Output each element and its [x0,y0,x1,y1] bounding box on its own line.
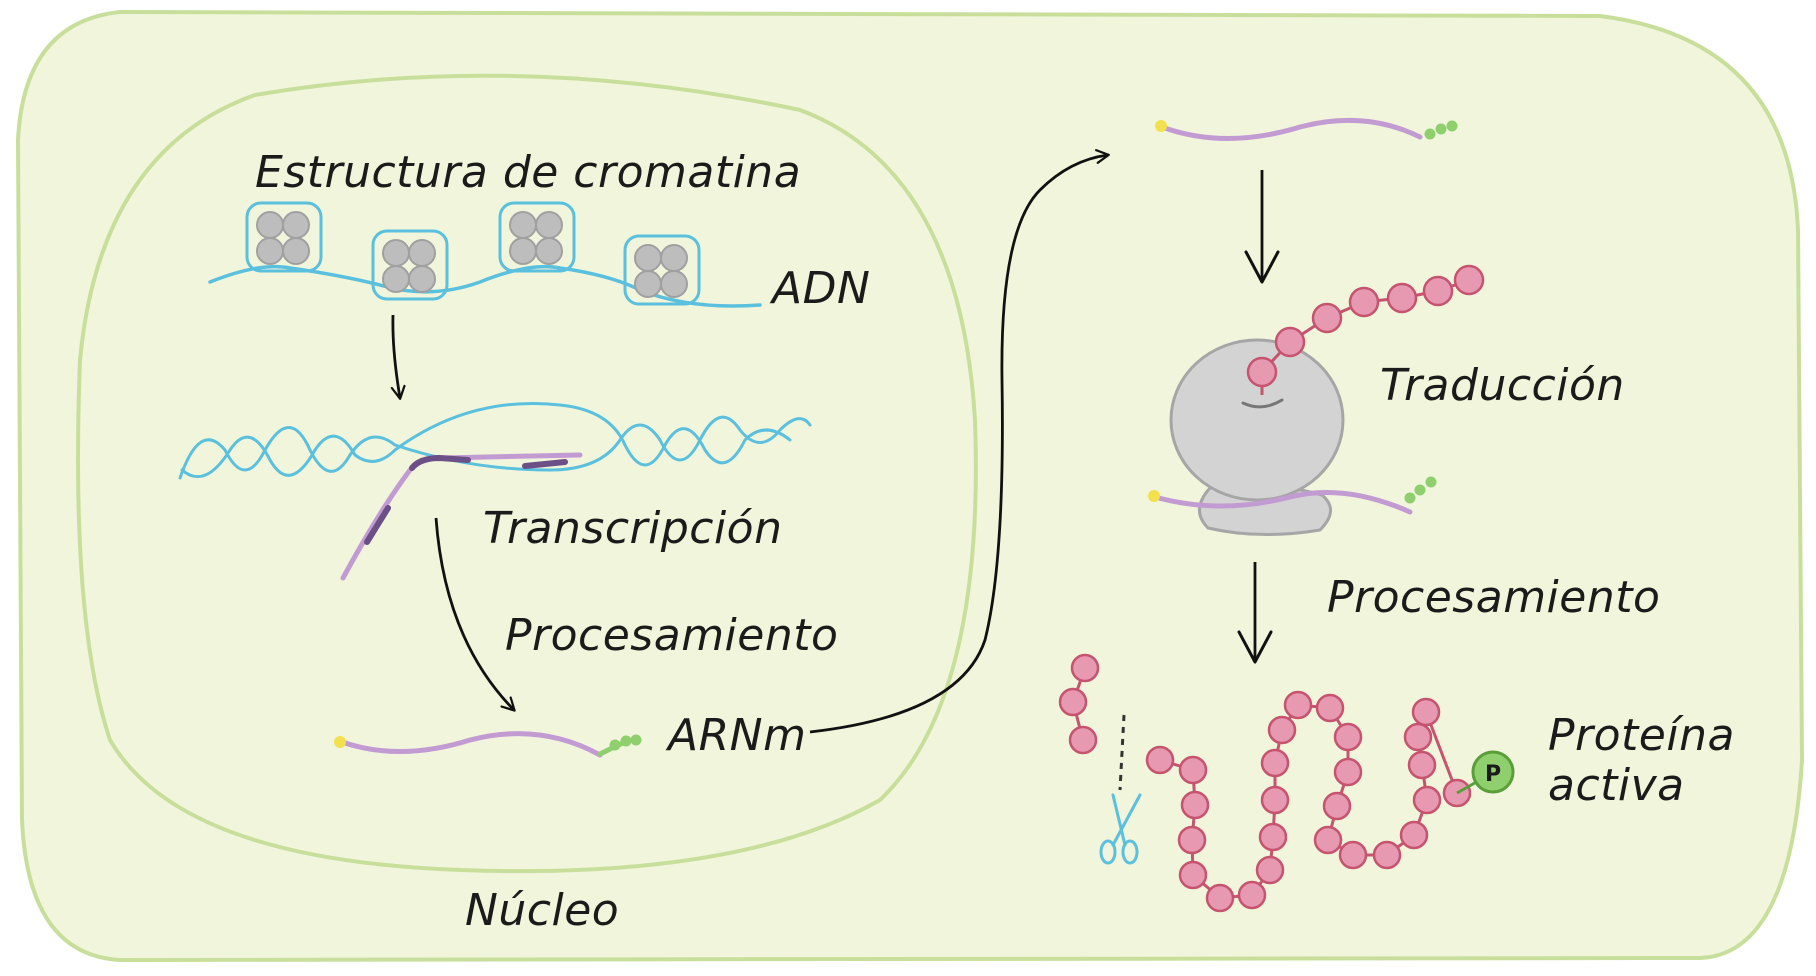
amino-acid-bead [1399,820,1429,850]
amino-acid-bead [1205,883,1235,913]
amino-acid-bead [1313,825,1343,855]
amino-acid-bead [1372,840,1402,870]
active-protein-label-line2: activa [1548,760,1685,811]
mrna-label: ARNm [665,710,806,761]
amino-acid-bead [1338,840,1368,870]
amino-acid-bead [1246,356,1278,388]
amino-acid-bead [1322,791,1352,821]
transcription-bubble [178,401,812,480]
amino-acid-bead [1422,275,1454,307]
amino-acid-bead [1453,264,1485,296]
amino-acid-bead [1348,286,1380,318]
amino-acid-bead [1403,722,1433,752]
translation-label: Traducción [1380,360,1625,411]
active-protein-label-line1: Proteína [1548,710,1735,761]
amino-acid-bead [1274,326,1306,358]
mrna-on-ribosome [1148,476,1437,515]
nucleosomes [245,201,701,306]
amino-acid-bead [1180,790,1210,820]
arrow-chromatin-to-transcription [390,314,406,400]
dna-label: ADN [769,263,870,314]
nucleus-label: Núcleo [465,885,619,936]
histone-nucleosome-icon [623,234,701,306]
cleavage-site-line [1118,714,1126,791]
phosphate-label: P [1485,762,1501,787]
chromatin-title: Estructura de cromatina [255,147,801,198]
amino-acid-bead [1237,880,1267,910]
histone-nucleosome-icon [498,201,576,273]
processing-nucleus-label: Procesamiento [505,610,838,661]
processing-cytoplasm-label: Procesamiento [1327,572,1660,623]
amino-acid-bead [1070,653,1100,683]
amino-acid-bead [1177,825,1207,855]
amino-acid-bead [1255,855,1285,885]
amino-acid-bead [1386,282,1418,314]
amino-acid-bead [1283,690,1313,720]
nascent-rna [340,452,583,581]
amino-acid-bead [1333,757,1363,787]
amino-acid-bead [1058,687,1088,717]
nascent-polypeptide [1246,264,1485,395]
amino-acid-bead [1311,302,1343,334]
amino-acid-bead [1145,745,1175,775]
amino-acid-bead [1260,785,1290,815]
amino-acid-bead [1315,693,1345,723]
amino-acid-bead [1260,748,1290,778]
arrow-export-mrna [809,148,1110,734]
histone-nucleosome-icon [245,201,323,273]
amino-acid-bead [1333,722,1363,752]
arrow-transcription-to-mrna [434,517,516,712]
amino-acid-bead [1258,822,1288,852]
amino-acid-bead [1411,697,1441,727]
amino-acid-bead [1068,725,1098,755]
amino-acid-bead [1412,785,1442,815]
transcription-label: Transcripción [483,503,782,554]
amino-acid-bead [1267,715,1297,745]
nucleus [76,73,978,874]
amino-acid-bead [1407,750,1437,780]
mrna-cytoplasm [1155,117,1458,141]
amino-acid-bead [1178,755,1208,785]
histone-nucleosome-icon [371,229,449,301]
phosphate-icon: P [1456,750,1515,795]
protein-chain [1058,653,1472,913]
scissors-icon [1099,793,1142,865]
mrna-nucleus [334,731,642,758]
amino-acid-bead [1178,860,1208,890]
